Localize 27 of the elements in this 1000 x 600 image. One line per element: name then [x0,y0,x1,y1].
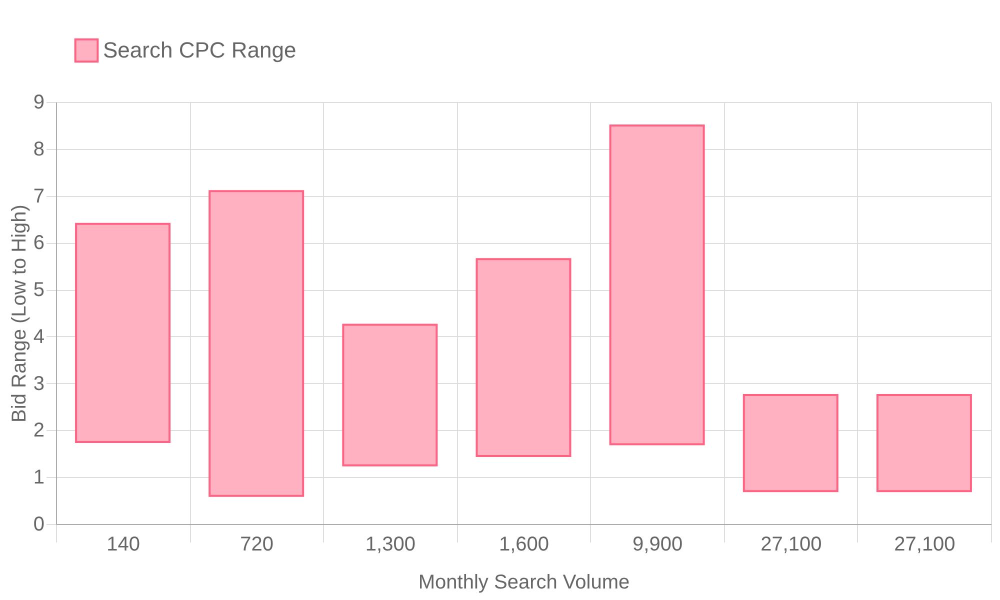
y-tick-label: 4 [33,326,44,348]
legend-label: Search CPC Range [103,38,296,62]
x-tick-label: 1,600 [498,534,550,556]
bar [75,222,171,443]
y-tick-label: 0 [33,514,44,536]
y-tick-label: 9 [33,92,44,114]
x-axis-title: Monthly Search Volume [418,572,630,594]
bar [342,324,438,466]
y-tick-label: 5 [33,279,44,302]
x-tick-label: 1,300 [365,534,416,556]
bar [876,394,972,492]
x-tick-label: 9,900 [632,534,683,556]
y-tick-label: 6 [33,232,44,254]
y-tick-label: 3 [33,372,44,395]
y-tick-label: 2 [33,420,44,442]
bar [476,258,572,458]
bar [609,124,705,446]
bar [742,394,838,492]
y-tick-label: 1 [33,466,44,489]
x-tick-label: 720 [240,534,274,556]
y-tick-label: 7 [33,185,44,208]
y-tick-label: 8 [33,138,44,160]
x-tick-label: 27,100 [894,534,956,556]
x-tick-label: 140 [106,534,140,556]
x-tick-label: 27,100 [760,534,822,556]
bar [208,190,304,497]
y-axis-title: Bid Range (Low to High) [8,204,30,422]
